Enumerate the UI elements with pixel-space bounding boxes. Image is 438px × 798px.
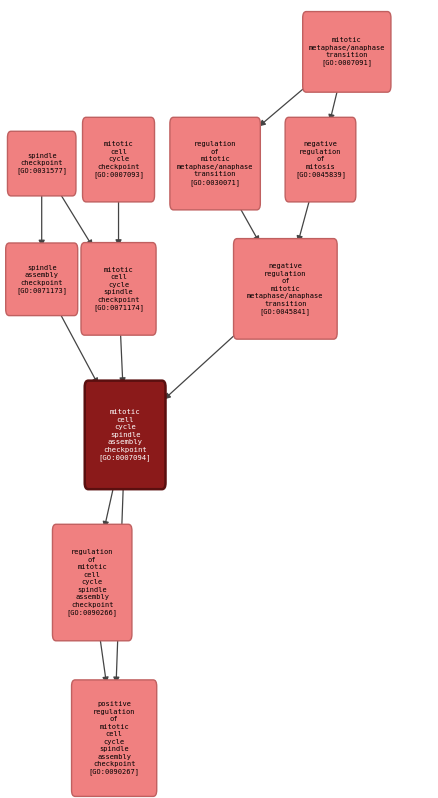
FancyBboxPatch shape — [81, 243, 156, 335]
FancyBboxPatch shape — [53, 524, 131, 641]
Text: positive
regulation
of
mitotic
cell
cycle
spindle
assembly
checkpoint
[GO:009026: positive regulation of mitotic cell cycl… — [88, 701, 139, 776]
FancyBboxPatch shape — [233, 239, 336, 339]
FancyBboxPatch shape — [170, 117, 260, 210]
Text: mitotic
metaphase/anaphase
transition
[GO:0007091]: mitotic metaphase/anaphase transition [G… — [308, 38, 384, 66]
Text: mitotic
cell
cycle
spindle
assembly
checkpoint
[GO:0007094]: mitotic cell cycle spindle assembly chec… — [99, 409, 151, 460]
Text: mitotic
cell
cycle
spindle
checkpoint
[GO:0071174]: mitotic cell cycle spindle checkpoint [G… — [93, 267, 144, 311]
FancyBboxPatch shape — [302, 11, 390, 93]
FancyBboxPatch shape — [82, 117, 154, 202]
Text: regulation
of
mitotic
metaphase/anaphase
transition
[GO:0030071]: regulation of mitotic metaphase/anaphase… — [177, 141, 253, 186]
Text: spindle
assembly
checkpoint
[GO:0071173]: spindle assembly checkpoint [GO:0071173] — [16, 265, 67, 294]
FancyBboxPatch shape — [285, 117, 355, 202]
Text: regulation
of
mitotic
cell
cycle
spindle
assembly
checkpoint
[GO:0090266]: regulation of mitotic cell cycle spindle… — [67, 549, 117, 616]
FancyBboxPatch shape — [85, 381, 165, 489]
Text: negative
regulation
of
mitosis
[GO:0045839]: negative regulation of mitosis [GO:00458… — [294, 141, 345, 178]
Text: negative
regulation
of
mitotic
metaphase/anaphase
transition
[GO:0045841]: negative regulation of mitotic metaphase… — [247, 263, 323, 314]
Text: spindle
checkpoint
[GO:0031577]: spindle checkpoint [GO:0031577] — [16, 152, 67, 175]
FancyBboxPatch shape — [71, 680, 156, 796]
FancyBboxPatch shape — [7, 131, 76, 196]
Text: mitotic
cell
cycle
checkpoint
[GO:0007093]: mitotic cell cycle checkpoint [GO:000709… — [93, 141, 144, 178]
FancyBboxPatch shape — [6, 243, 78, 315]
